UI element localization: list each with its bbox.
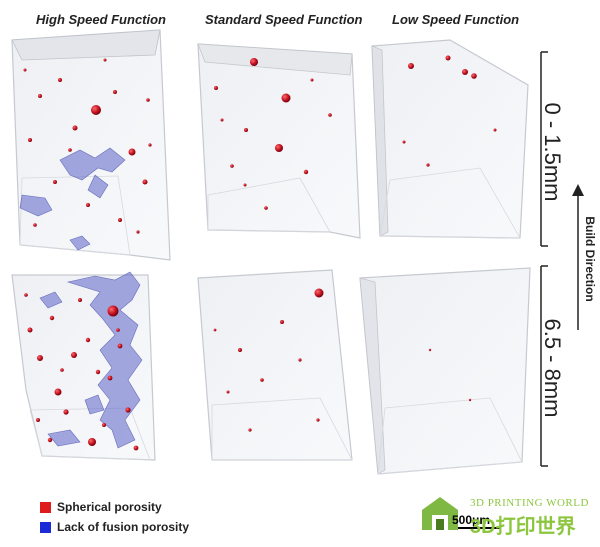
legend-spherical: Spherical porosity [40, 500, 162, 514]
watermark-logo [422, 497, 458, 530]
scale-bar-label: 500μm [452, 513, 491, 527]
range-bracket-bottom [540, 265, 548, 467]
specimen-standard-bottom [197, 269, 353, 461]
specimen-low-bottom [359, 267, 531, 475]
specimen-low-top [371, 39, 529, 239]
column-title-standard-speed: Standard Speed Function [205, 12, 363, 27]
watermark-text-main: 3D打印世界 [470, 516, 576, 538]
legend-label-lack-of-fusion: Lack of fusion porosity [57, 520, 190, 534]
legend-swatch-red [40, 501, 51, 513]
lack-of-fusion-clusters [19, 147, 143, 449]
specimen-high-top [11, 29, 171, 261]
build-direction-arrow [572, 184, 584, 330]
legend-label-spherical: Spherical porosity [57, 500, 162, 514]
specimen-standard-top [197, 43, 361, 239]
row-label-bottom: 6.5 - 8mm [540, 318, 565, 418]
legend-swatch-blue [40, 521, 51, 533]
range-bracket-top [540, 51, 548, 247]
column-title-low-speed: Low Speed Function [392, 12, 520, 27]
legend-lack-of-fusion: Lack of fusion porosity [40, 520, 189, 534]
watermark-text-top: 3D PRINTING WORLD [470, 497, 589, 509]
column-title-high-speed: High Speed Function [36, 12, 166, 27]
spherical-pores [23, 55, 497, 451]
row-label-top: 0 - 1.5mm [540, 102, 565, 202]
build-direction-label: Build Direction [583, 216, 597, 302]
